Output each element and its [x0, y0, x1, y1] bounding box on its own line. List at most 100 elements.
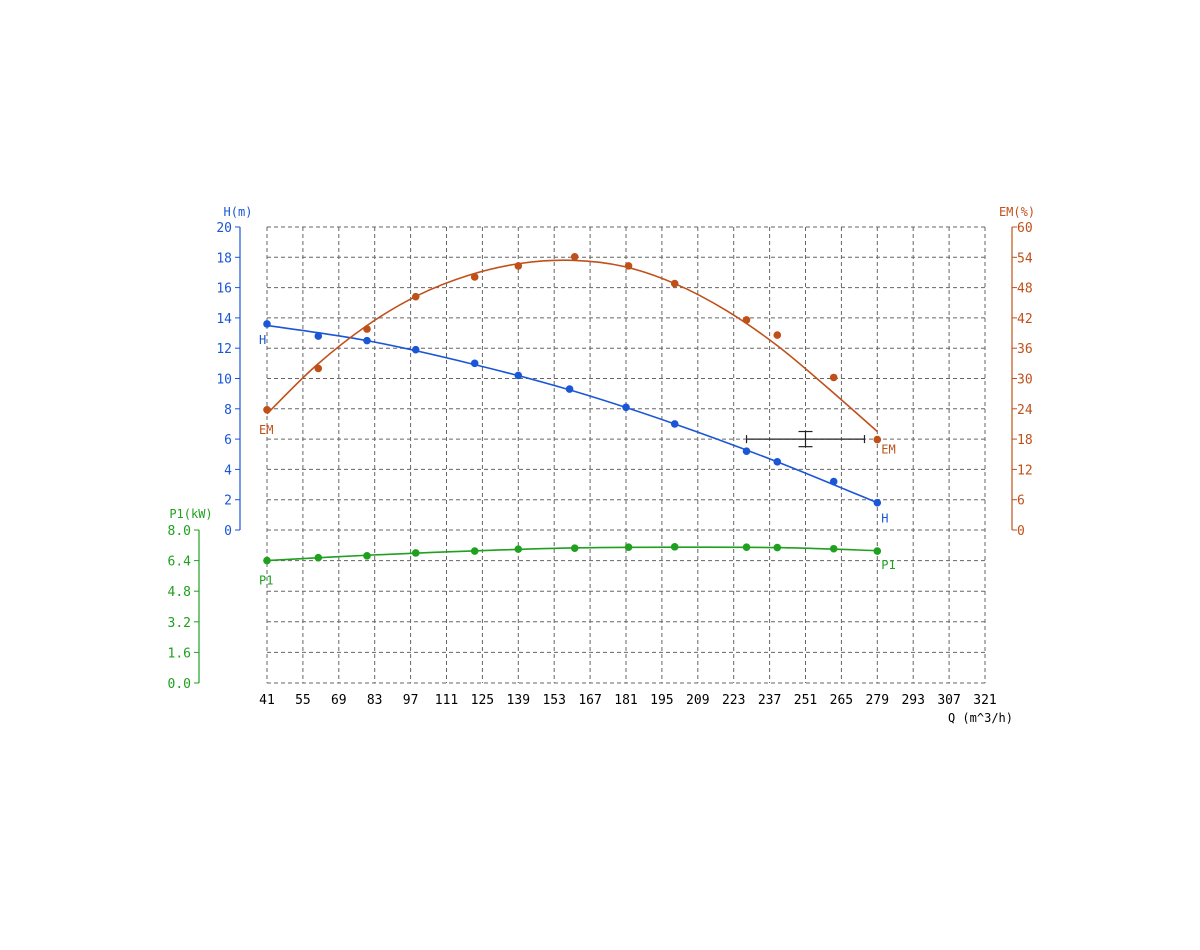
- operating-point-marker: [745, 430, 866, 448]
- data-point-h: [873, 498, 882, 507]
- series-label-start-em: EM: [259, 423, 273, 437]
- data-point-em: [873, 435, 882, 444]
- data-point-h: [773, 458, 782, 466]
- data-point-em: [470, 273, 479, 281]
- h-tick-label: 20: [216, 221, 232, 236]
- data-point-em: [411, 292, 420, 301]
- x-tick-label: 83: [367, 693, 383, 708]
- data-point-p1: [411, 549, 420, 557]
- em-tick-label: 48: [1017, 282, 1033, 297]
- data-point-h: [670, 420, 679, 428]
- data-point-p1: [873, 547, 882, 555]
- data-point-h: [622, 403, 630, 412]
- h-tick-label: 16: [216, 282, 232, 297]
- h-tick-label: 10: [216, 373, 232, 388]
- grid-lines: [266, 226, 986, 684]
- h-tick-label: 12: [216, 342, 232, 357]
- data-point-h: [363, 336, 371, 345]
- data-point-h: [514, 371, 523, 380]
- series-em: EM EM: [259, 252, 896, 457]
- em-tick-label: 18: [1017, 433, 1033, 448]
- em-tick-label: 60: [1017, 221, 1033, 236]
- data-point-p1: [363, 552, 371, 560]
- x-tick-label: 111: [435, 693, 458, 708]
- em-tick-label: 54: [1017, 251, 1033, 266]
- h-tick-label: 6: [224, 433, 232, 448]
- data-point-em: [773, 331, 782, 339]
- p1-tick-label: 4.8: [168, 585, 191, 600]
- h-tick-label: 2: [224, 494, 232, 509]
- data-point-em: [624, 262, 633, 270]
- data-point-em: [570, 252, 579, 261]
- x-tick-label: 139: [507, 693, 530, 708]
- x-tick-label: 293: [901, 693, 924, 708]
- data-point-p1: [829, 544, 838, 553]
- data-point-p1: [773, 543, 782, 552]
- x-tick-label: 153: [542, 693, 565, 708]
- data-point-em: [670, 279, 679, 288]
- series-line-em: [266, 259, 878, 433]
- x-tick-label: 209: [686, 693, 709, 708]
- em-tick-label: 30: [1017, 373, 1033, 388]
- data-point-em: [514, 262, 523, 270]
- h-tick-label: 14: [216, 312, 232, 327]
- x-tick-label: 41: [259, 693, 275, 708]
- series-label-start-h: H: [259, 333, 266, 347]
- data-point-p1: [624, 543, 633, 552]
- data-point-h: [411, 345, 420, 354]
- series-label-end-em: EM: [881, 443, 895, 457]
- p1-tick-label: 1.6: [168, 646, 191, 661]
- x-tick-label: 167: [578, 693, 601, 708]
- data-point-em: [363, 325, 371, 333]
- series-label-end-h: H: [881, 512, 888, 526]
- em-tick-label: 24: [1017, 403, 1033, 418]
- x-tick-label: 125: [471, 693, 494, 708]
- em-tick-label: 36: [1017, 342, 1033, 357]
- series-label-start-p1: P1: [259, 574, 273, 588]
- x-tick-label: 181: [614, 693, 637, 708]
- x-tick-label: 69: [331, 693, 347, 708]
- p1-tick-label: 3.2: [168, 616, 191, 631]
- h-tick-label: 18: [216, 251, 232, 266]
- x-tick-label: 307: [937, 693, 960, 708]
- data-point-p1: [570, 544, 579, 552]
- series-label-end-p1: P1: [881, 558, 895, 572]
- data-point-p1: [314, 553, 323, 562]
- data-point-h: [565, 385, 574, 393]
- series-p1: P1 P1: [259, 543, 896, 588]
- data-point-p1: [263, 556, 271, 565]
- x-tick-label: 237: [758, 693, 781, 708]
- series-h: HH: [259, 320, 889, 526]
- h-tick-label: 8: [224, 403, 232, 418]
- data-point-p1: [670, 543, 679, 551]
- axes: 41 55 69 83 97 111 125 139 153 167 181 195 209 223 237…: [168, 205, 1036, 725]
- x-tick-label: 195: [650, 693, 673, 708]
- data-point-p1: [514, 545, 523, 553]
- data-point-em: [263, 406, 271, 414]
- data-point-h: [263, 320, 271, 328]
- em-tick-label: 42: [1017, 312, 1033, 327]
- em-tick-label: 12: [1017, 463, 1033, 478]
- x-tick-label: 223: [722, 693, 745, 708]
- em-tick-label: 0: [1017, 524, 1025, 539]
- x-axis-title: Q (m^3/h): [948, 711, 1013, 725]
- h-tick-label: 4: [224, 463, 232, 478]
- em-tick-label: 6: [1017, 494, 1025, 509]
- p1-tick-label: 0.0: [168, 677, 191, 692]
- p1-tick-label: 6.4: [168, 555, 192, 570]
- data-point-h: [314, 332, 323, 340]
- x-tick-label: 321: [973, 693, 996, 708]
- data-point-p1: [470, 547, 479, 555]
- data-point-h: [829, 477, 838, 486]
- data-point-em: [314, 364, 323, 373]
- em-axis-title: EM(%): [999, 205, 1035, 219]
- data-point-h: [742, 447, 751, 456]
- data-point-em: [742, 316, 751, 324]
- p1-axis-title: P1(kW): [169, 507, 212, 521]
- data-point-em: [829, 373, 838, 382]
- x-tick-label: 97: [403, 693, 419, 708]
- x-tick-label: 55: [295, 693, 311, 708]
- h-tick-label: 0: [224, 524, 232, 539]
- x-tick-label: 251: [794, 693, 817, 708]
